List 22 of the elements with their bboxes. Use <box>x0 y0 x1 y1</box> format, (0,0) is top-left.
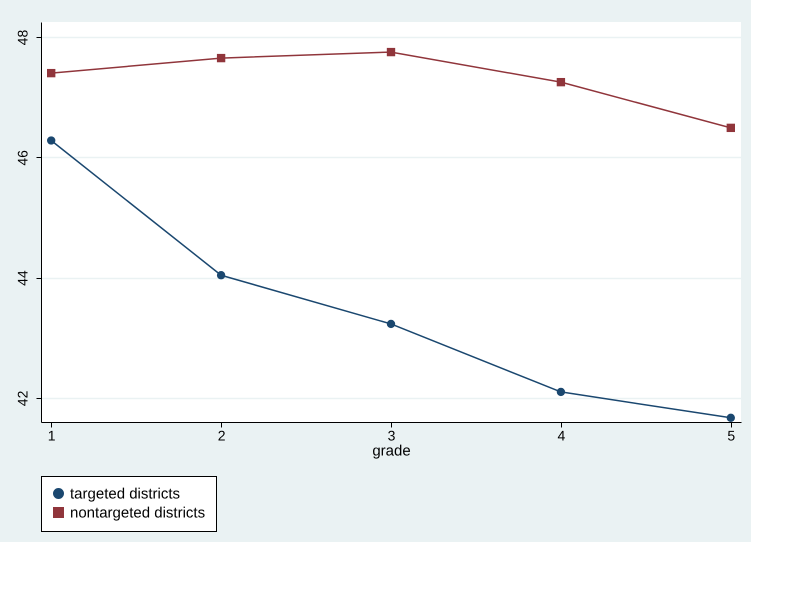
point <box>47 68 56 78</box>
y-tick-label: 42 <box>14 390 30 406</box>
legend-label: targeted districts <box>70 486 180 502</box>
point <box>556 388 566 396</box>
x-axis-title: grade <box>372 442 411 460</box>
y-tick-label: 44 <box>14 270 30 286</box>
point <box>726 124 735 132</box>
point <box>386 48 396 56</box>
point <box>47 136 56 145</box>
point <box>386 320 396 328</box>
legend-label: nontargeted districts <box>70 504 206 522</box>
point <box>556 78 566 86</box>
point <box>216 54 226 62</box>
x-tick-label: 1 <box>48 428 56 444</box>
point <box>726 414 735 422</box>
y-tick-label: 48 <box>14 30 30 46</box>
x-tick-label: 2 <box>218 428 226 444</box>
y-tick-label: 46 <box>14 150 30 166</box>
point <box>216 271 226 280</box>
x-tick-label: 3 <box>388 428 396 444</box>
x-tick-label: 5 <box>727 428 736 444</box>
x-tick-label: 4 <box>558 428 566 444</box>
